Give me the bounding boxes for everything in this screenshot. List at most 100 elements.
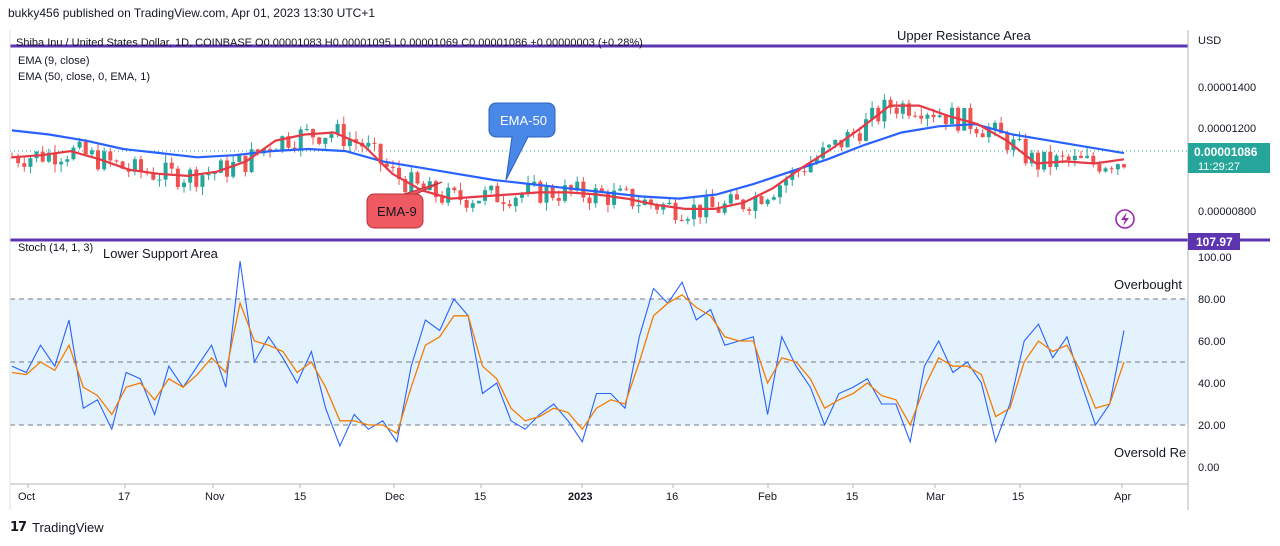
candle-body: [206, 173, 211, 176]
candle-body: [814, 158, 819, 164]
stoch-tick: 100.00: [1198, 252, 1232, 264]
x-tick: Dec: [385, 491, 405, 503]
candle-body: [728, 194, 733, 204]
candle-body: [747, 209, 752, 211]
candle-body: [765, 199, 770, 205]
candle-body: [77, 141, 82, 148]
candle-body: [784, 179, 789, 186]
stochastic-pane: [10, 261, 1188, 448]
ema50-callout: EMA-50: [488, 102, 556, 181]
candle-body: [704, 196, 709, 218]
candle-body: [1085, 155, 1090, 158]
candle-body: [384, 163, 389, 167]
candle-body: [575, 181, 580, 191]
candle-body: [458, 190, 463, 200]
candle-body: [1122, 164, 1126, 168]
stoch-d-line: [11, 294, 1125, 435]
x-tick: Nov: [205, 491, 225, 503]
candle-body: [808, 163, 813, 173]
candle-body: [1066, 156, 1071, 161]
candle-body: [397, 167, 402, 179]
candle-body: [599, 188, 604, 193]
candle-body: [452, 187, 457, 191]
candle-body: [1078, 155, 1083, 158]
candle-body: [1097, 164, 1102, 172]
candle-body: [1091, 155, 1096, 165]
candle-body: [476, 200, 481, 204]
candle-body: [120, 161, 125, 169]
candle-body: [1060, 155, 1065, 157]
candle-body: [870, 107, 875, 120]
candle-body: [820, 147, 825, 159]
candle-body: [618, 188, 623, 191]
candle-body: [231, 161, 236, 177]
candle-body: [833, 139, 838, 145]
candles: [10, 94, 1126, 227]
candle-body: [931, 114, 936, 118]
candle-body: [1103, 168, 1108, 172]
candle-body: [753, 196, 758, 211]
lightning-icon[interactable]: [1115, 209, 1135, 229]
candle-body: [83, 141, 88, 155]
x-tick: Oct: [18, 491, 35, 503]
candle-body: [59, 161, 64, 165]
candle-body: [200, 175, 205, 187]
candle-body: [655, 204, 660, 210]
candle-body: [943, 115, 948, 125]
candle-body: [335, 123, 340, 135]
x-tick: Mar: [926, 491, 945, 503]
candle-body: [16, 157, 21, 164]
candle-body: [378, 143, 383, 164]
candle-body: [53, 152, 58, 165]
candle-body: [175, 168, 180, 187]
candle-body: [827, 144, 832, 148]
candle-body: [489, 185, 494, 191]
candle-body: [433, 181, 438, 198]
candle-body: [906, 103, 911, 116]
stoch-indicator-label[interactable]: Stoch (14, 1, 3): [18, 242, 93, 254]
currency-label[interactable]: USD: [1198, 35, 1221, 47]
candle-body: [1115, 164, 1120, 170]
x-tick: 2023: [568, 491, 592, 503]
candle-body: [710, 196, 715, 208]
price-tick: 0.00000800: [1198, 206, 1256, 218]
candle-body: [980, 133, 985, 138]
candle-body: [771, 197, 776, 200]
candle-body: [716, 207, 721, 213]
candle-body: [919, 115, 924, 119]
ema50-callout-text: EMA-50: [500, 113, 547, 128]
candle-body: [163, 162, 168, 180]
publish-header: bukky456 published on TradingView.com, A…: [8, 6, 376, 20]
candle-body: [323, 137, 328, 144]
candle-body: [169, 162, 174, 169]
candle-body: [741, 199, 746, 210]
axes: [9, 30, 1270, 510]
ema50-line: [11, 123, 1125, 200]
candle-body: [526, 183, 531, 194]
candle-body: [372, 142, 377, 144]
candle-body: [691, 204, 696, 220]
candle-body: [648, 199, 653, 205]
oversold-label: Oversold Re: [1114, 445, 1186, 460]
candle-body: [857, 133, 862, 141]
indicator-ema9[interactable]: EMA (9, close): [18, 55, 90, 67]
x-tick: Feb: [758, 491, 777, 503]
candle-body: [839, 139, 844, 148]
candle-body: [71, 147, 76, 160]
candle-body: [1023, 138, 1028, 164]
candle-body: [999, 122, 1004, 134]
ema9-line: [11, 104, 1125, 210]
tradingview-brand[interactable]: 17 TradingView: [10, 520, 104, 535]
candle-body: [415, 172, 420, 184]
x-tick: 15: [1012, 491, 1024, 503]
candle-body: [734, 194, 739, 200]
indicator-ema50[interactable]: EMA (50, close, 0, EMA, 1): [18, 71, 150, 83]
candle-body: [40, 151, 45, 162]
price-tick: 0.00001400: [1198, 82, 1256, 94]
candle-body: [280, 136, 285, 150]
brand-name: TradingView: [32, 520, 104, 535]
last-price-badge: 0.00001086 11:29:27: [1188, 143, 1270, 173]
candle-body: [673, 202, 678, 220]
candle-body: [22, 163, 27, 167]
